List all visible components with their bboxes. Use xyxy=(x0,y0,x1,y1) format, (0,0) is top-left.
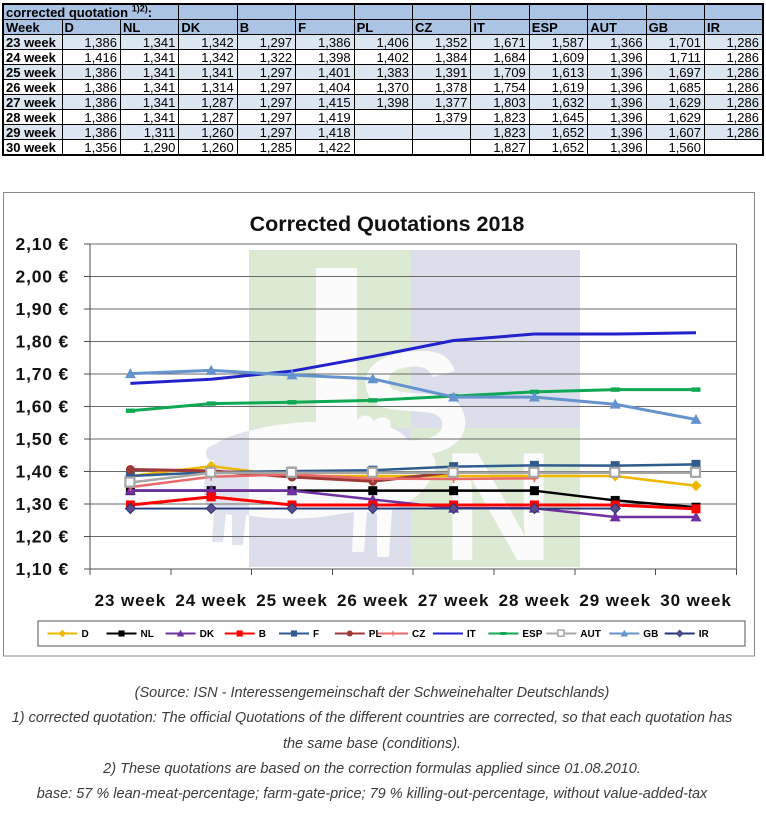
svg-text:IR: IR xyxy=(699,629,710,640)
svg-text:25 week: 25 week xyxy=(256,591,328,610)
svg-text:1,90 €: 1,90 € xyxy=(16,299,69,319)
svg-text:D: D xyxy=(82,629,89,640)
svg-text:30 week: 30 week xyxy=(660,591,732,610)
svg-text:23 week: 23 week xyxy=(95,591,167,610)
svg-text:29 week: 29 week xyxy=(579,591,651,610)
svg-text:NL: NL xyxy=(141,629,154,640)
svg-text:1,70 €: 1,70 € xyxy=(16,364,69,384)
svg-text:IT: IT xyxy=(467,629,476,640)
svg-text:GB: GB xyxy=(643,629,658,640)
svg-text:ESP: ESP xyxy=(522,629,542,640)
svg-text:1,80 €: 1,80 € xyxy=(16,332,69,352)
svg-text:28 week: 28 week xyxy=(499,591,571,610)
svg-text:B: B xyxy=(259,629,266,640)
svg-text:DK: DK xyxy=(200,629,215,640)
svg-text:26 week: 26 week xyxy=(337,591,409,610)
svg-text:1,50 €: 1,50 € xyxy=(16,429,69,449)
svg-text:1,20 €: 1,20 € xyxy=(16,527,69,547)
svg-text:CZ: CZ xyxy=(412,629,425,640)
svg-text:F: F xyxy=(313,629,319,640)
svg-text:1,30 €: 1,30 € xyxy=(16,494,69,514)
svg-text:1,40 €: 1,40 € xyxy=(16,462,69,482)
svg-text:2,10 €: 2,10 € xyxy=(16,234,69,254)
svg-text:1,10 €: 1,10 € xyxy=(16,559,69,579)
svg-text:Corrected Quotations 2018: Corrected Quotations 2018 xyxy=(250,212,525,236)
svg-text:27 week: 27 week xyxy=(418,591,490,610)
svg-text:PL: PL xyxy=(369,629,382,640)
svg-text:24 week: 24 week xyxy=(175,591,247,610)
svg-text:1,60 €: 1,60 € xyxy=(16,397,69,417)
svg-text:2,00 €: 2,00 € xyxy=(16,267,69,287)
svg-text:AUT: AUT xyxy=(580,629,601,640)
